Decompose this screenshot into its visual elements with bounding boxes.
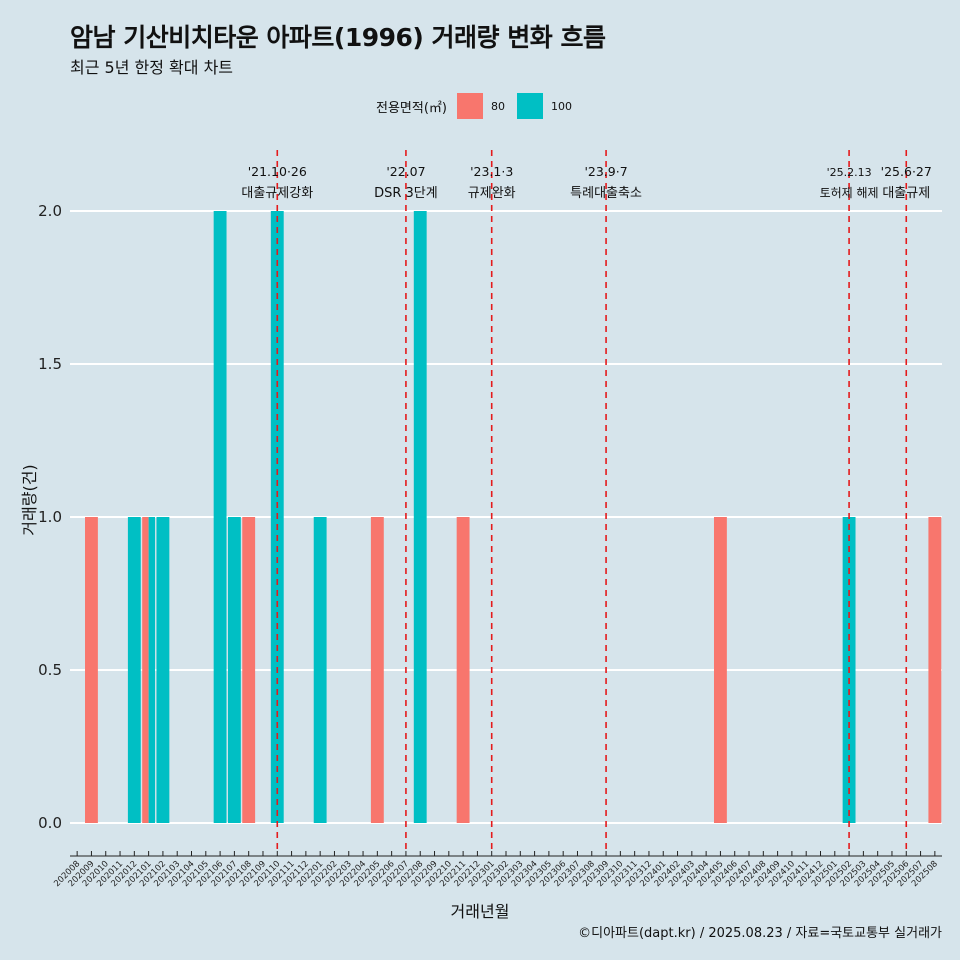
y-tick-label: 2.0 xyxy=(38,202,62,220)
y-axis-title: 거래량(건) xyxy=(20,464,39,536)
chart-subtitle: 최근 5년 한정 확대 차트 xyxy=(70,58,234,77)
chart-title: 암남 기산비치타운 아파트(1996) 거래량 변화 흐름 xyxy=(70,23,606,52)
event-text-label: 대출규제 xyxy=(882,186,930,201)
legend-label-80: 80 xyxy=(490,99,505,113)
event-date-label: '25.2.13 xyxy=(827,166,872,179)
y-tick-label: 1.5 xyxy=(38,355,62,373)
y-tick-label: 0.0 xyxy=(38,814,62,832)
event-date-label: '22.07 xyxy=(386,164,425,179)
source-caption: ©디아파트(dapt.kr) / 2025.08.23 / 자료=국토교통부 실… xyxy=(578,926,942,941)
event-date-label: '25.6·27 xyxy=(881,164,932,179)
event-date-label: '23.9·7 xyxy=(584,164,627,179)
legend: 전용면적(㎡) 80 100 xyxy=(0,93,960,119)
bar-80-202508 xyxy=(928,517,942,823)
y-tick-label: 0.5 xyxy=(38,661,62,679)
legend-item-100: 100 xyxy=(516,93,572,119)
bar-100-202201 xyxy=(313,517,327,823)
bar-100-202107 xyxy=(227,517,241,823)
bar-80-202205 xyxy=(370,517,384,823)
legend-swatch-100 xyxy=(516,93,543,119)
legend-title: 전용면적(㎡) xyxy=(376,100,447,116)
bar-100-202106 xyxy=(213,211,227,823)
bar-100-202012 xyxy=(127,517,141,823)
bar-100-202101 xyxy=(148,517,156,823)
bar-80-202108 xyxy=(242,517,256,823)
legend-item-80: 80 xyxy=(456,93,505,119)
legend-swatch-80 xyxy=(456,93,483,119)
event-date-label: '23.1·3 xyxy=(470,164,513,179)
bar-80-202101 xyxy=(142,517,149,823)
bar-80-202405 xyxy=(713,517,727,823)
event-text-label: 대출규제강화 xyxy=(241,186,313,201)
event-text-label: 특례대출축소 xyxy=(570,186,642,201)
x-axis-title: 거래년월 xyxy=(450,902,510,921)
event-text-label: DSR 3단계 xyxy=(374,186,438,201)
legend-label-100: 100 xyxy=(550,99,572,113)
bar-100-202102 xyxy=(156,517,170,823)
event-text-label: 규제완화 xyxy=(468,186,516,201)
bar-80-202009 xyxy=(85,517,98,823)
bar-80-202211 xyxy=(456,517,470,823)
bar-100-202208 xyxy=(413,211,427,823)
event-date-label: '21.10·26 xyxy=(248,164,307,179)
y-tick-label: 1.0 xyxy=(38,508,62,526)
event-text-label: 토허제 해제 xyxy=(820,186,879,200)
